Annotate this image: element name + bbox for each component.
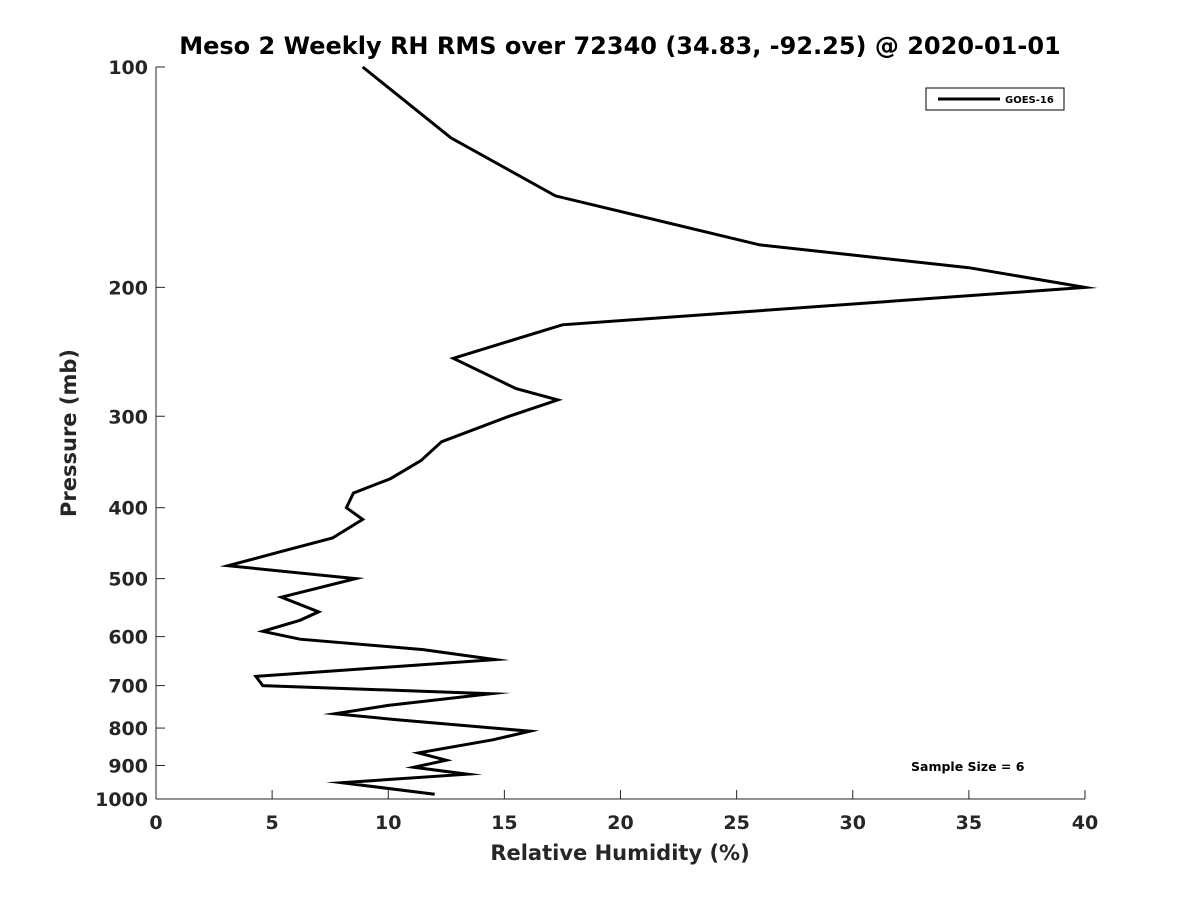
sample-size-annotation: Sample Size = 6 (911, 759, 1025, 774)
x-tick-label: 5 (266, 812, 279, 834)
x-tick-label: 15 (491, 812, 517, 834)
x-tick-label: 20 (607, 812, 633, 834)
x-tick-label: 10 (375, 812, 401, 834)
y-tick-label: 1000 (95, 789, 148, 811)
x-tick-label: 35 (956, 812, 982, 834)
y-tick-label: 300 (108, 406, 148, 428)
y-tick-label: 900 (108, 756, 148, 778)
y-tick-label: 600 (108, 627, 148, 649)
series-line-goes-16 (219, 65, 1098, 796)
plot-area (155, 67, 1085, 800)
y-tick-label: 700 (108, 676, 148, 698)
x-axis: 0 5 10 15 20 25 30 35 40 (149, 790, 1098, 834)
y-tick-label: 500 (108, 569, 148, 591)
x-tick-label: 30 (840, 812, 866, 834)
series-layer (219, 65, 1098, 796)
y-axis-label: Pressure (mb) (57, 349, 81, 517)
x-tick-label: 0 (149, 812, 162, 834)
x-axis-label: Relative Humidity (%) (490, 841, 749, 865)
y-tick-label: 100 (108, 57, 148, 79)
legend: GOES-16 (925, 87, 1065, 111)
chart-title: Meso 2 Weekly RH RMS over 72340 (34.83, … (179, 32, 1061, 60)
y-tick-label: 200 (108, 277, 148, 299)
y-tick-label: 400 (108, 498, 148, 520)
legend-label-goes-16: GOES-16 (1005, 95, 1054, 106)
y-tick-label: 800 (108, 718, 148, 740)
x-tick-label: 40 (1072, 812, 1098, 834)
x-tick-label: 25 (723, 812, 749, 834)
y-axis: 100 200 300 400 500 600 700 800 900 1000 (95, 57, 165, 811)
